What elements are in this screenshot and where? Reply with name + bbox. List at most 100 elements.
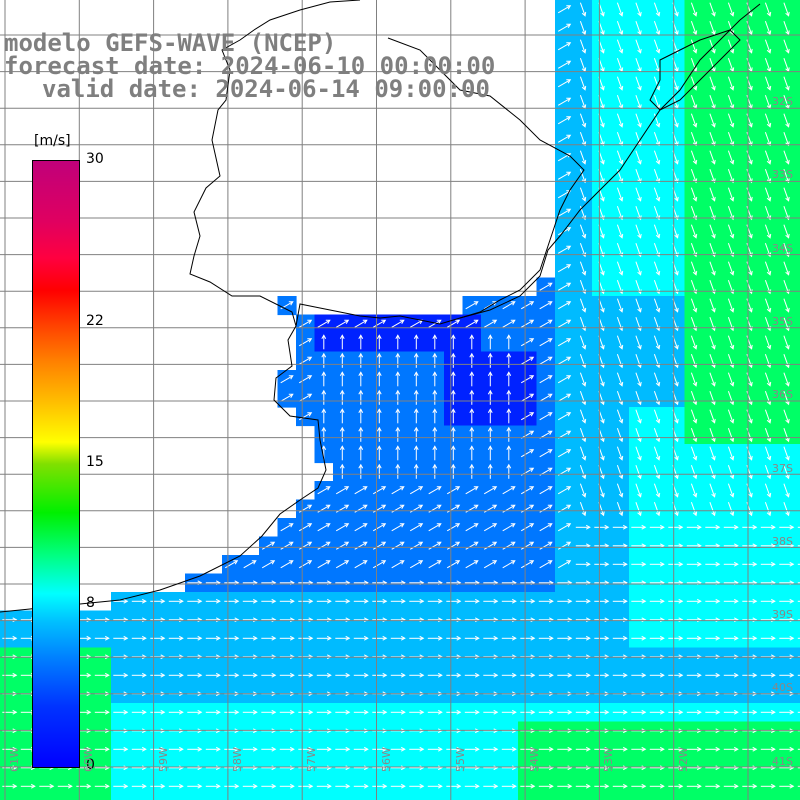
wind-arrow-head: [729, 233, 735, 239]
wind-arrow: [783, 150, 790, 164]
wind-arrow-head: [493, 746, 499, 752]
wind-arrow: [690, 132, 697, 146]
wind-arrow-head: [178, 783, 184, 789]
colorbar-unit: [m/s]: [34, 133, 71, 149]
wind-arrow-head: [566, 153, 572, 158]
wind-arrow: [653, 372, 660, 386]
wind-arrow: [579, 2, 586, 16]
wind-arrow: [446, 560, 460, 569]
wind-arrow-head: [376, 445, 382, 451]
wind-cell: [795, 148, 800, 168]
wind-arrow-head: [363, 598, 369, 604]
wind-arrow: [783, 58, 790, 72]
wind-arrow-head: [618, 418, 624, 424]
wind-arrow-head: [437, 746, 443, 752]
wind-arrow: [653, 132, 660, 146]
wind-arrow: [409, 541, 423, 550]
wind-arrow-head: [752, 598, 758, 604]
wind-arrow-head: [234, 783, 240, 789]
wind-arrow-head: [469, 334, 475, 340]
wind-arrow: [557, 227, 571, 236]
wind-arrow-head: [637, 381, 642, 387]
wind-arrow-head: [12, 783, 18, 789]
wind-arrow-head: [510, 523, 516, 528]
wind-arrow-head: [618, 474, 624, 480]
wind-arrow-head: [600, 344, 605, 350]
wind-arrow-head: [547, 449, 553, 454]
wind-arrow-head: [637, 455, 642, 461]
wind-arrow-head: [469, 463, 475, 469]
wind-arrow-head: [474, 635, 480, 641]
wind-arrow-head: [339, 352, 345, 358]
wind-arrow: [783, 354, 790, 368]
wind-arrow: [690, 224, 697, 238]
wind-arrow-head: [581, 122, 587, 128]
wind-arrow-head: [252, 765, 258, 771]
wind-arrow: [690, 446, 697, 460]
wind-arrow: [783, 502, 790, 516]
wind-arrow-head: [711, 455, 716, 461]
wind-arrow-head: [696, 561, 702, 567]
wind-arrow: [483, 560, 497, 569]
wind-arrow-head: [674, 344, 679, 350]
wind-cell: [795, 92, 800, 112]
wind-arrow-head: [418, 523, 424, 528]
wind-arrow-head: [197, 765, 203, 771]
wind-arrow-head: [547, 375, 553, 380]
wind-arrow: [557, 5, 571, 14]
wind-arrow: [690, 95, 697, 109]
wind-arrow: [465, 523, 479, 532]
wind-arrow: [446, 319, 460, 328]
wind-arrow-head: [215, 746, 221, 752]
wind-arrow-head: [659, 765, 665, 771]
wind-arrow: [539, 523, 553, 532]
wind-arrow-head: [678, 672, 684, 678]
wind-arrow: [709, 391, 716, 405]
wind-arrow-head: [711, 159, 716, 165]
wind-cell: [0, 795, 20, 800]
wind-arrow: [727, 187, 734, 201]
wind-arrow-head: [637, 492, 642, 498]
wind-arrow-head: [271, 783, 277, 789]
wind-arrow: [635, 502, 642, 516]
wind-arrow-head: [141, 783, 147, 789]
wind-arrow: [372, 541, 386, 550]
wind-arrow-head: [729, 418, 735, 424]
wind-arrow-head: [567, 709, 573, 715]
wind-arrow-head: [674, 122, 679, 128]
wind-arrow-head: [566, 171, 572, 176]
longitude-label: 61W: [8, 747, 21, 772]
wind-arrow: [579, 39, 586, 53]
wind-arrow-head: [600, 381, 605, 387]
wind-arrow-head: [548, 672, 554, 678]
wind-arrow: [653, 150, 660, 164]
wind-arrow-head: [692, 474, 698, 480]
wind-arrow-head: [436, 560, 442, 565]
wind-arrow-head: [345, 746, 351, 752]
wind-arrow-head: [160, 783, 166, 789]
wind-arrow-head: [659, 598, 665, 604]
wind-arrow-head: [178, 598, 184, 604]
wind-arrow-head: [692, 455, 698, 461]
wind-arrow: [635, 2, 642, 16]
wind-arrow-head: [376, 389, 382, 395]
wind-arrow-head: [604, 524, 610, 530]
wind-arrow: [280, 523, 294, 532]
wind-arrow-head: [492, 541, 498, 546]
wind-arrow-head: [321, 371, 327, 377]
wind-arrow-head: [474, 598, 480, 604]
wind-arrow: [764, 58, 771, 72]
wind-cell: [795, 795, 800, 800]
wind-arrow: [635, 335, 642, 349]
longitude-label: 56W: [379, 747, 393, 772]
wind-arrow: [446, 523, 460, 532]
wind-arrow-head: [655, 196, 661, 202]
wind-arrow-head: [506, 389, 512, 395]
wind-arrow: [298, 393, 312, 402]
wind-arrow: [409, 486, 423, 495]
wind-arrow-head: [581, 307, 587, 313]
wind-arrow-head: [581, 437, 587, 443]
wind-arrow-head: [215, 635, 221, 641]
latitude-label: 41S: [772, 754, 793, 768]
wind-arrow: [317, 541, 331, 550]
